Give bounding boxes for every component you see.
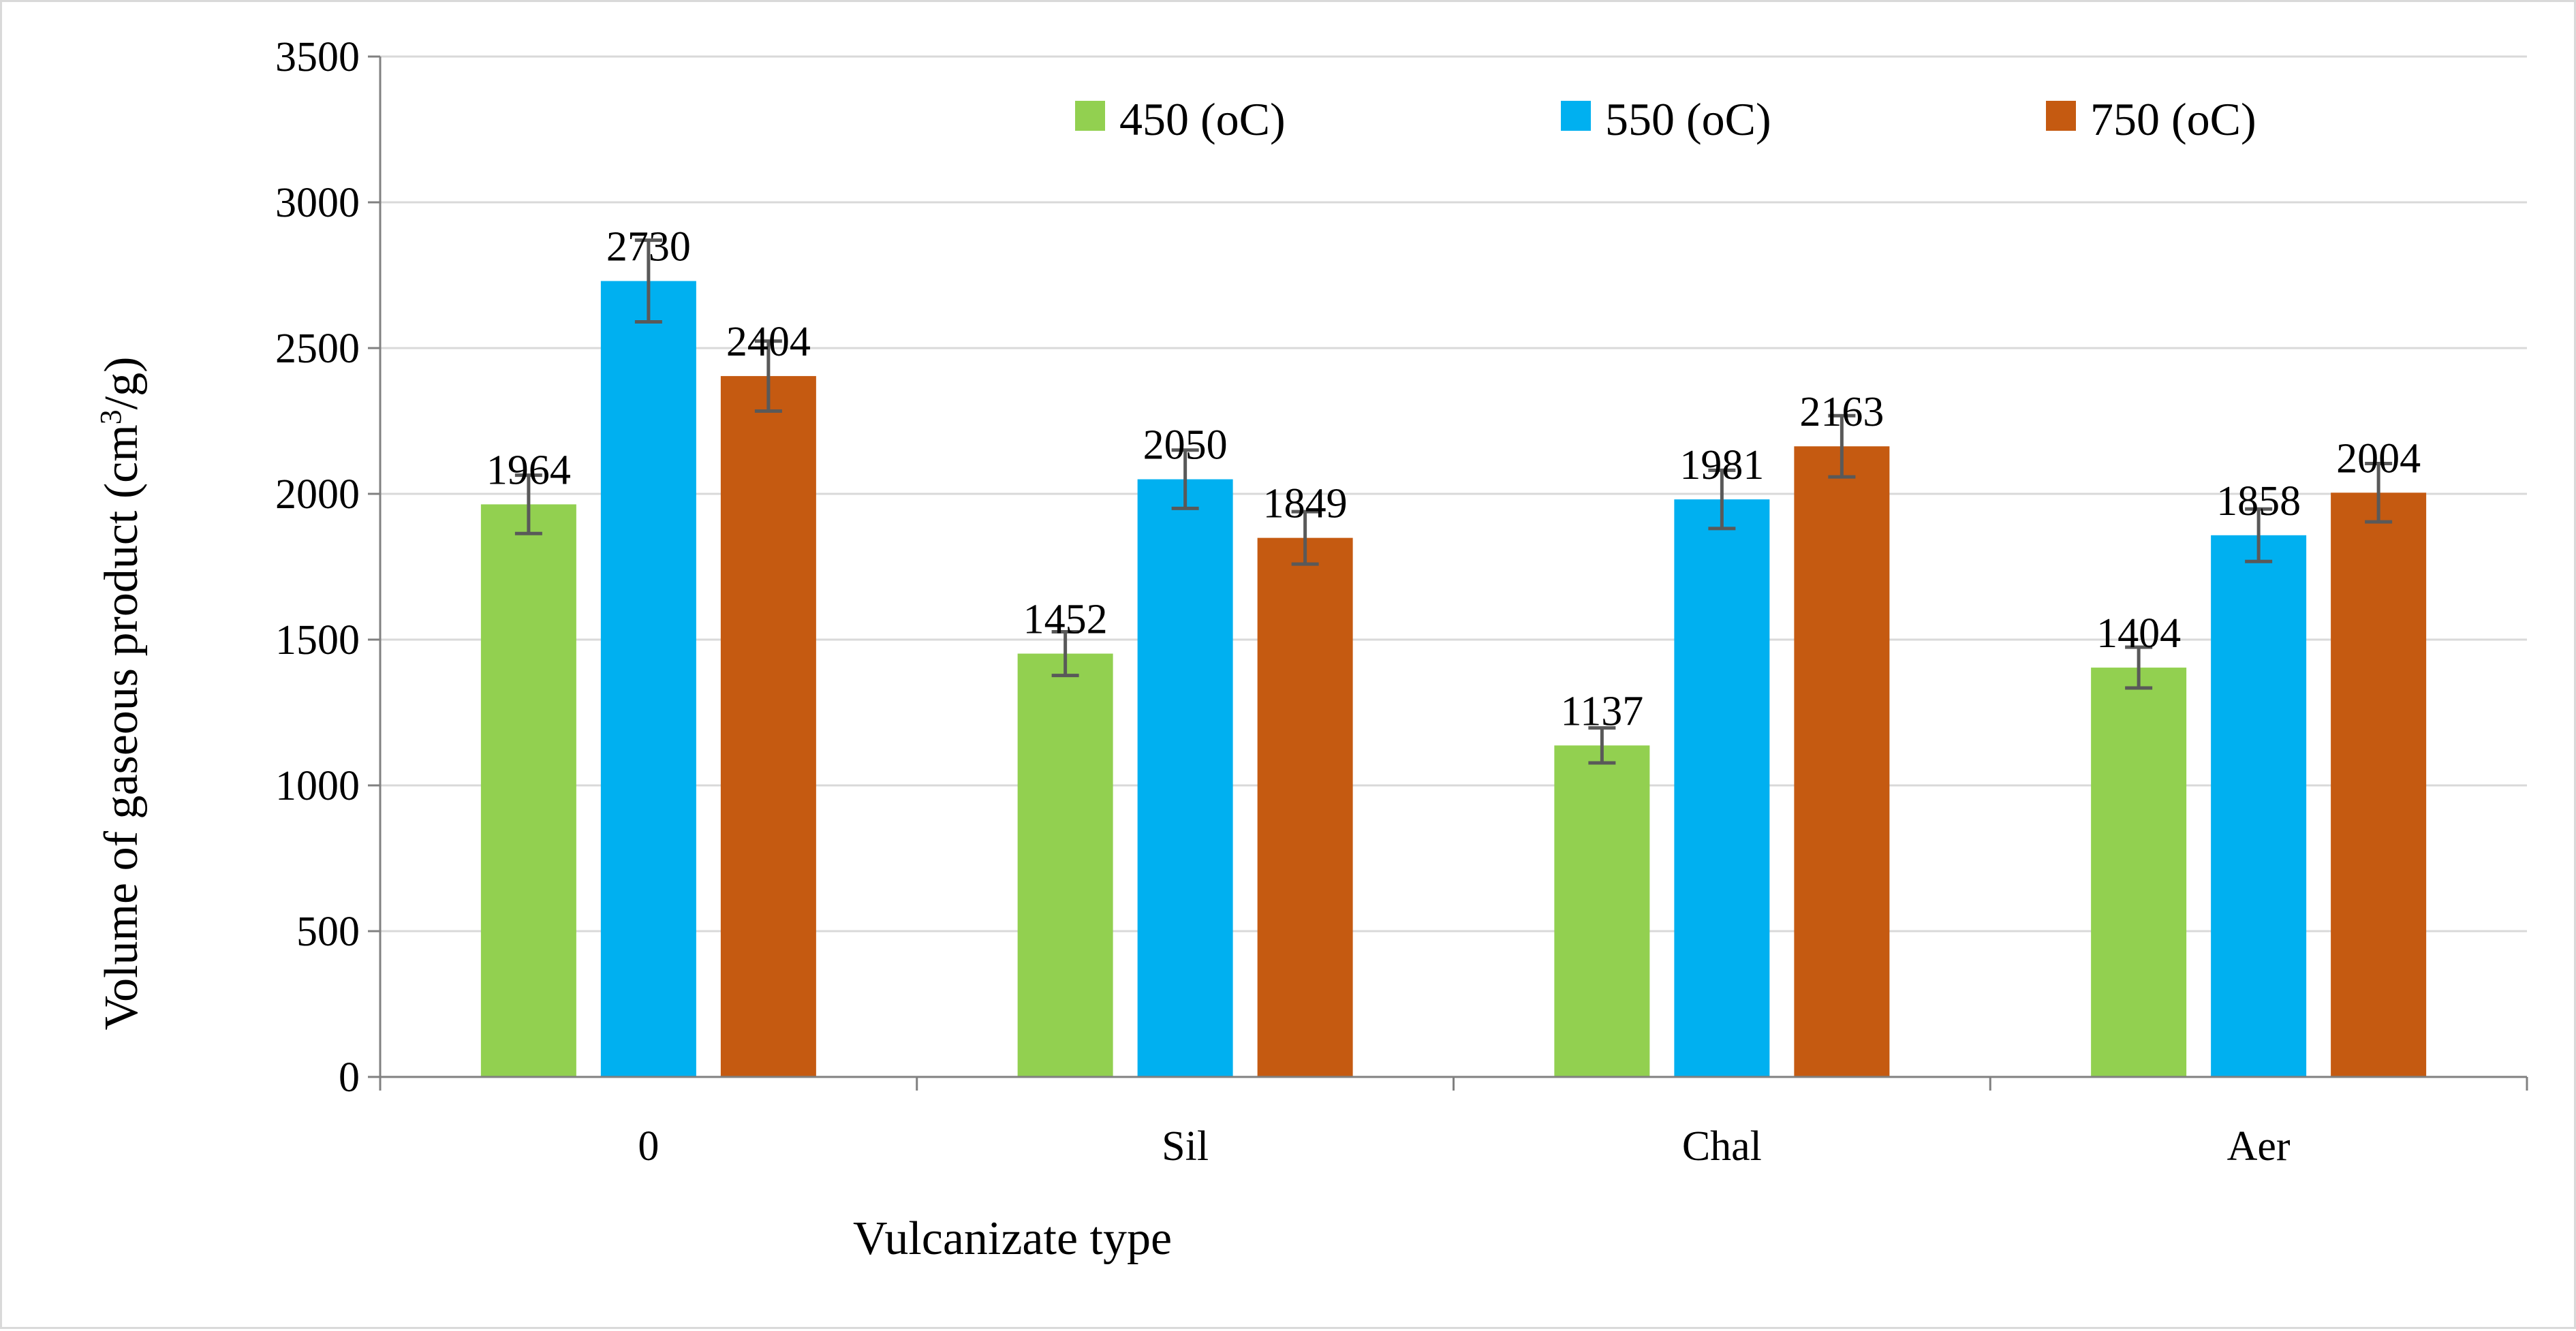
data-label: 1858: [2216, 478, 2301, 524]
gridlines: [380, 55, 2527, 933]
data-label: 1404: [2096, 610, 2181, 657]
x-tick-label: Aer: [2227, 1123, 2291, 1170]
bar: [480, 504, 576, 1077]
data-label: 2163: [1799, 389, 1884, 435]
bar: [1017, 653, 1113, 1077]
y-axis-title: Volume of gaseous product (cm3/g): [94, 357, 148, 1031]
bar: [1137, 479, 1233, 1077]
data-label: 1137: [1561, 688, 1644, 734]
x-axis-title: Vulcanizate type: [853, 1212, 1172, 1265]
legend-label: 550 (oC): [1605, 93, 1771, 145]
x-tick-label: Sil: [1162, 1123, 1209, 1170]
data-label: 1981: [1679, 442, 1764, 488]
y-axis-title-superscript: 3: [94, 409, 127, 424]
y-tick-label: 0: [339, 1054, 360, 1101]
y-tick-label: 3000: [275, 180, 360, 226]
bar: [1794, 446, 1890, 1077]
bar: [2091, 668, 2187, 1077]
y-tick-label: 1000: [275, 763, 360, 809]
legend-swatch: [2046, 101, 2076, 131]
bars: [480, 238, 2427, 1077]
data-label: 1964: [486, 447, 571, 493]
legend-swatch: [1561, 101, 1591, 131]
axes: [368, 55, 2528, 1091]
bar: [720, 376, 816, 1077]
data-label: 2004: [2336, 435, 2421, 482]
bar: [1554, 745, 1650, 1077]
y-tick-label: 3500: [275, 34, 360, 80]
bar: [2211, 535, 2307, 1077]
bar: [2331, 492, 2427, 1077]
data-label: 2050: [1143, 422, 1228, 469]
bar: [1257, 537, 1353, 1077]
data-label: 2730: [606, 224, 691, 270]
y-axis-title-tail: /g): [95, 357, 148, 410]
legend: 450 (oC) 550 (oC) 750 (oC): [1075, 93, 2256, 145]
x-tick-label: 0: [638, 1123, 659, 1170]
legend-label: 750 (oC): [2090, 93, 2256, 145]
labels: 0 500 1000 1500 2000 2500 3000 3500 0 Sil Chal Aer 1…: [275, 34, 2421, 1170]
data-label: 1452: [1023, 597, 1108, 643]
bar: [1674, 499, 1770, 1077]
legend-label: 450 (oC): [1119, 93, 1286, 145]
bar: [600, 281, 696, 1077]
data-label: 2404: [726, 319, 811, 365]
y-tick-label: 2500: [275, 326, 360, 372]
legend-swatch: [1075, 101, 1105, 131]
y-tick-label: 2000: [275, 471, 360, 518]
x-tick-label: Chal: [1682, 1123, 1762, 1170]
data-label: 1849: [1263, 481, 1348, 527]
y-tick-label: 1500: [275, 617, 360, 663]
y-tick-label: 500: [296, 909, 360, 955]
y-axis-title-main: Volume of gaseous product (cm: [95, 424, 148, 1030]
